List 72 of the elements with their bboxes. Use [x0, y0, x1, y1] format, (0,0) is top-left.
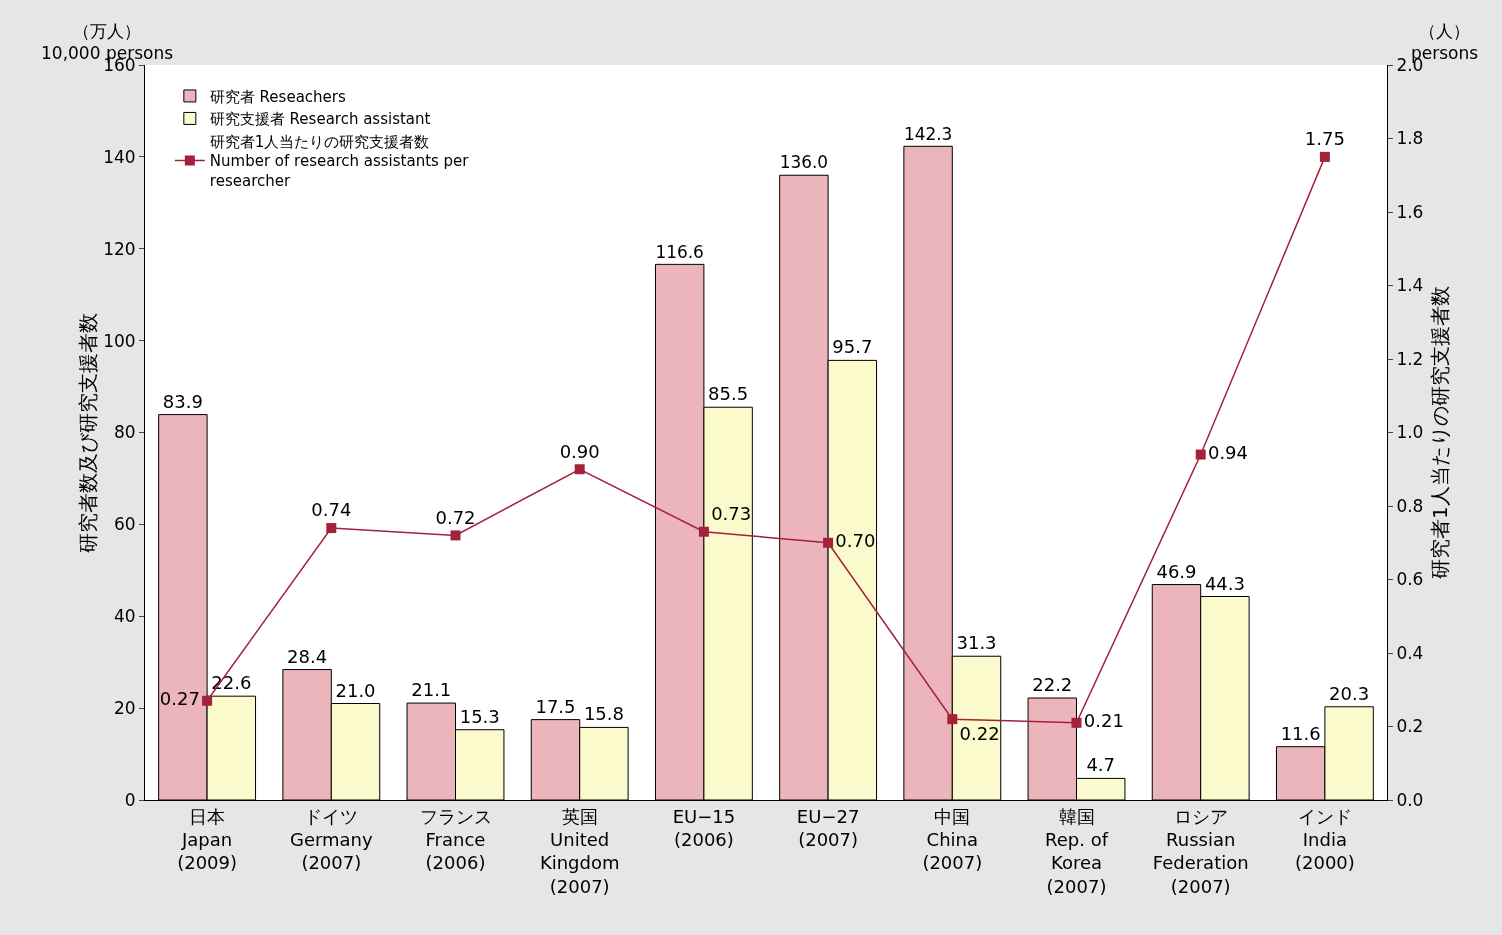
- legend-label: 研究者 Reseachers: [209, 87, 346, 106]
- x-tick-label: インド India (2000): [1294, 805, 1355, 874]
- y-tick-label: 120: [103, 238, 136, 259]
- x-tick-label: 日本 Japan (2009): [177, 805, 238, 874]
- x-tick-label: ドイツ Germany (2007): [289, 805, 374, 874]
- data-label: 44.3: [1204, 572, 1245, 594]
- point: [1071, 717, 1082, 728]
- y2-tick-label: 1.4: [1396, 275, 1424, 296]
- point: [326, 523, 337, 534]
- data-label: 21.1: [411, 679, 452, 701]
- y2-tick-label: 1.8: [1396, 128, 1424, 149]
- y2-tick-label: 0.6: [1396, 569, 1424, 590]
- data-label: 0.22: [959, 722, 1000, 744]
- x-tick-label: EU−27 (2007): [796, 805, 860, 850]
- x-tick-label: ロシア Russian Federation (2007): [1152, 805, 1249, 897]
- y2-tick-label: 1.0: [1396, 422, 1424, 443]
- point: [823, 537, 834, 548]
- data-label: 0.70: [835, 530, 876, 552]
- x-tick-label: 中国 China (2007): [922, 805, 983, 874]
- data-label: 0.27: [159, 688, 200, 710]
- y2-tick-label: 1.6: [1396, 201, 1424, 222]
- y-axis-title: 研究者数及び研究支援者数: [76, 312, 100, 553]
- y-tick-label: 60: [113, 514, 136, 535]
- x-tick-label: 韓国 Rep. of Korea (2007): [1045, 805, 1109, 897]
- data-label: 28.4: [287, 645, 328, 667]
- point: [698, 526, 709, 537]
- x-tick-label: フランス France (2006): [419, 805, 492, 874]
- y2-tick-label: 0.0: [1396, 789, 1424, 810]
- data-label: 17.5: [535, 695, 576, 717]
- x-tick-label: EU−15 (2006): [672, 805, 736, 850]
- data-label: 20.3: [1329, 682, 1370, 704]
- point: [947, 714, 958, 725]
- data-label: 0.72: [435, 506, 476, 528]
- y2-tick-label: 0.4: [1396, 642, 1424, 663]
- data-label: 95.7: [832, 336, 873, 358]
- y-tick-label: 40: [113, 606, 136, 627]
- data-label: 1.75: [1304, 128, 1345, 150]
- legend-label: 研究支援者 Research assistant: [209, 110, 431, 129]
- y-tick-label: 20: [113, 698, 136, 719]
- y-tick-label: 0: [124, 789, 136, 810]
- point: [202, 695, 213, 706]
- point: [1319, 151, 1330, 162]
- data-label: 0.90: [559, 440, 600, 462]
- y2-tick-label: 0.2: [1396, 716, 1424, 737]
- data-label: 15.8: [583, 703, 624, 725]
- data-label: 11.6: [1280, 722, 1321, 744]
- data-label: 136.0: [779, 152, 829, 173]
- data-label: 83.9: [162, 390, 203, 412]
- point: [574, 464, 585, 475]
- y2-axis-title: 研究者1人当たりの研究支援者数: [1428, 286, 1452, 579]
- data-label: 21.0: [335, 679, 376, 701]
- data-label: 46.9: [1156, 560, 1197, 582]
- legend-label: 研究者1人当たりの研究支援者数 Number of research assistants per researcher: [209, 132, 470, 190]
- y2-tick-label: 0.8: [1396, 495, 1424, 516]
- y-tick-label: 100: [103, 330, 136, 351]
- data-label: 31.3: [956, 632, 997, 654]
- y2-tick-label: 1.2: [1396, 348, 1424, 369]
- data-label: 0.94: [1207, 442, 1249, 464]
- data-label: 116.6: [655, 241, 704, 262]
- data-label: 22.2: [1032, 674, 1073, 696]
- data-label: 0.21: [1083, 710, 1124, 732]
- data-label: 142.3: [903, 123, 953, 144]
- data-label: 4.7: [1086, 754, 1116, 776]
- data-label: 15.3: [459, 705, 500, 727]
- data-label: 0.73: [711, 502, 752, 524]
- x-tick-label: 英国 United Kingdom (2007): [539, 805, 620, 897]
- point: [1195, 449, 1206, 460]
- point: [450, 530, 461, 541]
- data-label: 0.74: [311, 499, 352, 521]
- y-tick-label: 140: [103, 146, 136, 167]
- y-tick-label: 80: [113, 422, 136, 443]
- data-label: 85.5: [708, 383, 749, 405]
